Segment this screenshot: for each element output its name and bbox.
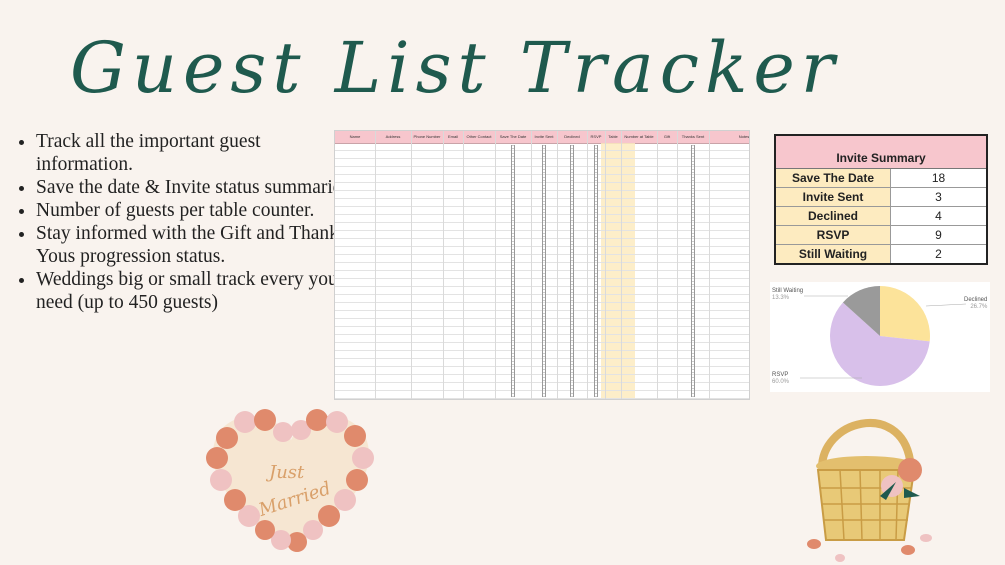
- invite-summary-title: Invite Summary: [776, 136, 986, 169]
- column-header: Phone Number: [413, 134, 441, 139]
- column-header: Notes: [738, 134, 750, 139]
- column-divider: [375, 131, 376, 399]
- summary-value: 3: [935, 190, 942, 204]
- column-header: Number at Table: [624, 134, 654, 139]
- column-header: Address: [385, 134, 401, 139]
- column-divider: [587, 131, 588, 399]
- column-divider: [657, 131, 658, 399]
- column-divider: [411, 131, 412, 399]
- feature-item: Number of guests per table counter.: [36, 199, 354, 222]
- column-header: RSVP: [590, 134, 602, 139]
- rose-icon: [898, 458, 922, 482]
- pie-label-value: 13.3%: [772, 295, 790, 301]
- column-header: Email: [447, 134, 458, 139]
- column-divider: [621, 131, 622, 399]
- petal-icon: [835, 554, 845, 562]
- petal-icon: [901, 545, 915, 555]
- checkbox-column[interactable]: [511, 145, 515, 397]
- column-divider: [605, 131, 606, 399]
- column-divider: [463, 131, 464, 399]
- checkbox-column[interactable]: [542, 145, 546, 397]
- column-header: Save The Date: [499, 134, 527, 139]
- summary-value: 18: [931, 171, 946, 185]
- summary-label: Still Waiting: [776, 245, 891, 263]
- pie-slice-still-waiting: [842, 286, 880, 336]
- checkbox-column[interactable]: [570, 145, 574, 397]
- feature-item: Save the date & Invite status summaries.: [36, 176, 354, 199]
- pie-leader-line: [925, 303, 967, 307]
- pie-label-name: Declined: [964, 297, 988, 303]
- page-title: Guest List Tracker: [70, 27, 841, 109]
- heart-text-just: Just: [265, 462, 305, 483]
- invite-summary-table: Invite Summary Save The Date 18 Invite S…: [774, 134, 988, 265]
- feature-item: Stay informed with the Gift and Thank Yo…: [36, 222, 354, 268]
- summary-row: Still Waiting 2: [776, 245, 986, 263]
- column-divider: [677, 131, 678, 399]
- leaf-icon: [880, 482, 896, 500]
- column-header: Name: [349, 134, 361, 139]
- column-divider: [443, 131, 444, 399]
- pie-slice-declined: [880, 286, 930, 342]
- checkbox-column[interactable]: [691, 145, 695, 397]
- summary-row: Invite Sent 3: [776, 188, 986, 207]
- column-header: Gift: [663, 134, 671, 139]
- summary-row: Declined 4: [776, 207, 986, 226]
- pie-label-name: Still Waiting: [772, 288, 804, 294]
- petal-icon: [807, 539, 821, 549]
- basket-handle: [817, 419, 914, 471]
- guest-spreadsheet: Name Address Phone Number Email Other Contac…: [334, 130, 750, 400]
- column-divider: [557, 131, 558, 399]
- just-married-heart-illustration: Just Married: [206, 409, 374, 552]
- invite-pie-chart: Still Waiting 13.3% Declined 26.7% RSVP …: [770, 282, 990, 392]
- summary-row: RSVP 9: [776, 226, 986, 245]
- column-divider: [709, 131, 710, 399]
- pie-label-declined: Declined 26.7%: [964, 297, 987, 311]
- summary-label: Save The Date: [776, 169, 891, 187]
- summary-value: 2: [935, 247, 942, 261]
- pie-slice-rsvp: [830, 302, 930, 386]
- summary-row: Save The Date 18: [776, 169, 986, 188]
- column-header: Invite Sent: [534, 134, 554, 139]
- summary-value: 9: [935, 228, 942, 242]
- leaf-icon: [904, 488, 920, 498]
- pie-label-name: RSVP: [772, 372, 789, 378]
- summary-value: 4: [935, 209, 942, 223]
- column-header: Table: [608, 134, 618, 139]
- checkbox-column[interactable]: [594, 145, 598, 397]
- pie-svg: [800, 286, 967, 386]
- column-divider: [495, 131, 496, 399]
- column-header: Declined: [564, 134, 580, 139]
- feature-list: Track all the important guest informatio…: [16, 130, 354, 314]
- rose-ring: [206, 409, 374, 552]
- summary-label: Declined: [776, 207, 891, 225]
- pie-label-still-waiting: Still Waiting 13.3%: [772, 288, 803, 302]
- summary-label: RSVP: [776, 226, 891, 244]
- feature-item: Weddings big or small track every you ne…: [36, 268, 354, 314]
- feature-item: Track all the important guest informatio…: [36, 130, 354, 176]
- summary-label: Invite Sent: [776, 188, 891, 206]
- pie-label-value: 26.7%: [970, 304, 988, 310]
- column-header: Thanks Sent: [681, 134, 705, 139]
- pie-label-rsvp: RSVP 60.0%: [772, 372, 789, 386]
- flower-basket-illustration: [807, 419, 932, 562]
- pie-label-value: 60.0%: [772, 379, 790, 385]
- petal-icon: [920, 534, 932, 542]
- column-header: Other Contact: [466, 134, 492, 139]
- column-divider: [531, 131, 532, 399]
